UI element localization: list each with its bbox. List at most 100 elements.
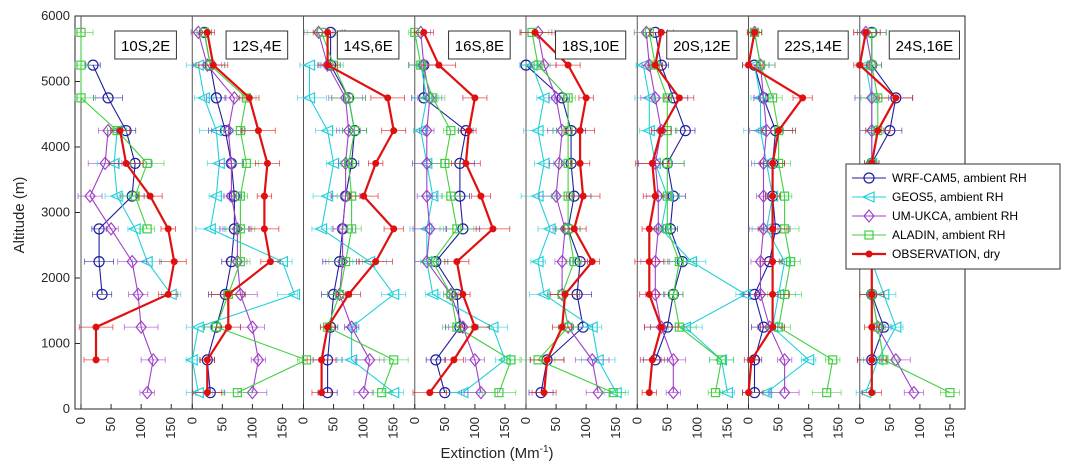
series-observation-point [540, 389, 548, 397]
x-tick-label: 50 [771, 417, 786, 431]
panel-title: 14S,6E [336, 30, 400, 60]
series-observation-point [769, 258, 777, 266]
series-observation-point [254, 127, 262, 135]
series-observation-point [645, 389, 653, 397]
series-geos5-point [287, 288, 301, 301]
series-observation-line [94, 130, 176, 360]
series-aladin-point [389, 355, 399, 365]
y-axis-label: Altitude (m) [11, 177, 28, 254]
series-aladin-point [822, 388, 832, 398]
series-observation-point [170, 258, 178, 266]
series-aladin-point [828, 355, 838, 365]
panel-title: 10S,2E [114, 30, 177, 60]
series-um-ukca-point [778, 352, 791, 367]
x-tick-label: 0 [852, 417, 867, 424]
series-geos5-point [109, 190, 123, 203]
series-um-ukca-point [421, 123, 433, 138]
series-aladin-point [344, 158, 354, 168]
series-observation-point [92, 323, 100, 331]
series-observation-point [868, 290, 876, 298]
series-um-ukca-point [424, 221, 436, 236]
series-observation-point [645, 258, 653, 266]
series-observation-point [318, 389, 326, 397]
x-tick-label: 100 [689, 417, 704, 439]
legend-swatch-marker [864, 230, 874, 240]
x-tick-label: 100 [133, 417, 148, 439]
series-wrf-cam5-line [203, 32, 235, 393]
series-um-ukca-point [445, 287, 457, 302]
series-aladin-point [377, 388, 387, 398]
series-aladin-point [786, 257, 796, 267]
series-aladin-line [414, 32, 512, 393]
series-observation-point [164, 290, 172, 298]
series-um-ukca-point [252, 352, 265, 367]
legend: WRF-CAM5, ambient RH GEOS5, ambient RH UM-… [845, 163, 1061, 270]
series-aladin-line [648, 32, 723, 393]
series-um-ukca-point [312, 25, 325, 40]
series-observation-point [420, 28, 428, 36]
series-aladin-point [767, 93, 778, 103]
series-aladin-point [716, 355, 727, 365]
x-tick-label: 150 [274, 417, 289, 439]
series-observation-point [769, 159, 777, 167]
series-geos5-point [190, 321, 204, 334]
series-aladin-point [569, 257, 579, 267]
series-geos5-point [314, 222, 328, 235]
panel-title-box [666, 30, 738, 60]
series-um-ukca-point [652, 221, 665, 236]
series-observation-point [263, 159, 271, 167]
x-tick-label: 150 [163, 417, 178, 439]
series-observation-point [372, 258, 380, 266]
series-um-ukca-point [649, 90, 662, 105]
series-observation-point [462, 159, 470, 167]
series-um-ukca-point [105, 221, 117, 236]
series-observation-point [576, 127, 584, 135]
series-um-ukca-point [234, 287, 247, 302]
legend-swatch-marker [863, 172, 875, 184]
series-observation-point [645, 225, 653, 233]
series-aladin-point [440, 158, 450, 168]
series-aladin-line [531, 32, 614, 394]
series-um-ukca-point [84, 189, 96, 204]
x-tick-label: 50 [882, 417, 897, 431]
series-um-ukca-point [866, 58, 878, 73]
series-um-ukca-point [550, 90, 562, 105]
y-tick-label: 2000 [41, 270, 70, 285]
series-um-ukca-point [475, 385, 487, 400]
x-tick-label: 150 [942, 417, 957, 439]
series-aladin-line [753, 32, 834, 393]
panel-title: 22S,14E [777, 30, 849, 60]
series-geos5-point [876, 288, 890, 301]
series-observation-line [648, 32, 681, 393]
series-observation-point [465, 127, 473, 135]
panel-title: 20S,12E [666, 30, 738, 60]
series-observation-point [657, 127, 665, 135]
legend-item: GEOS5, ambient RH [892, 190, 1003, 204]
series-geos5-point [275, 255, 289, 268]
series-aladin-point [428, 93, 438, 103]
series-observation-point [324, 61, 332, 69]
series-um-ukca-point [147, 352, 159, 367]
legend-swatch-marker [861, 191, 875, 203]
panel-title-box [448, 30, 511, 60]
series-um-ukca-point [192, 25, 205, 40]
series-observation-point [769, 323, 777, 331]
series-observation-point [564, 61, 572, 69]
series-observation-point [775, 127, 783, 135]
series-geos5-point [888, 321, 902, 334]
legend-swatch-marker [863, 209, 875, 223]
series-observation-point [360, 192, 368, 200]
series-aladin-point [608, 388, 618, 398]
series-observation-point [892, 94, 900, 102]
series-aladin-point [779, 191, 790, 201]
series-observation-point [868, 323, 876, 331]
panel-title: 24S,16E [888, 30, 960, 60]
series-geos5-point [425, 190, 439, 203]
series-um-ukca-point [553, 156, 565, 171]
series-observation-point [856, 61, 864, 69]
series-geos5-point [530, 124, 544, 137]
series-um-ukca-point [754, 287, 767, 302]
series-aladin-point [232, 388, 242, 398]
x-tick-label: 150 [386, 417, 401, 439]
